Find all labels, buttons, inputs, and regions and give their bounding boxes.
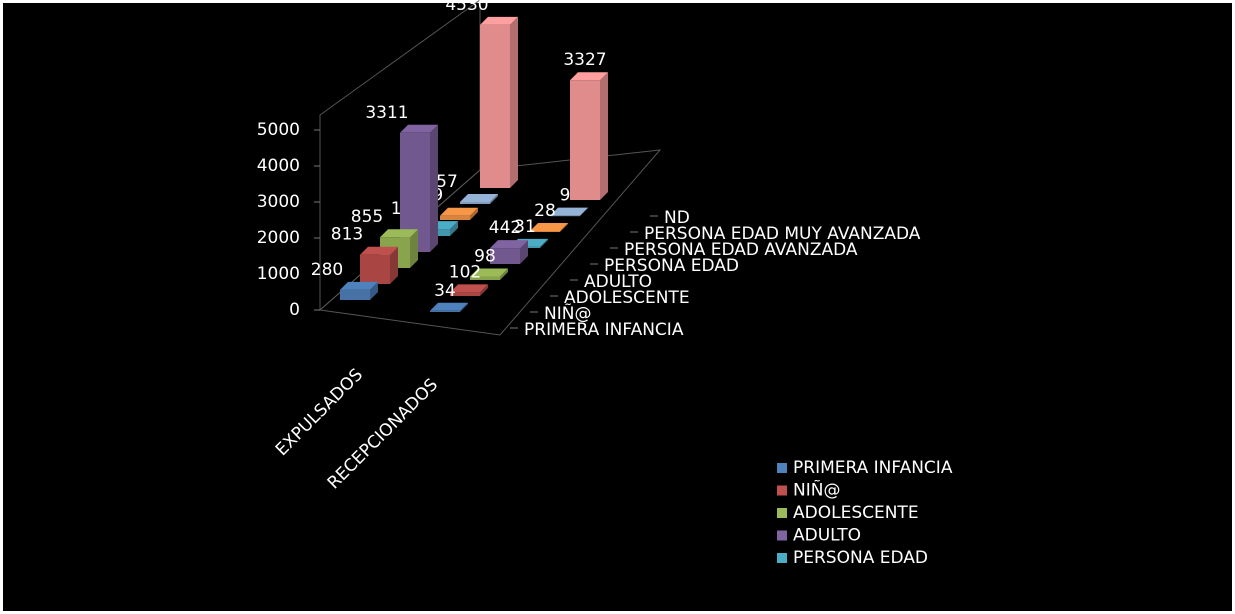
depth-label: ADULTO (584, 272, 652, 292)
bar-side (410, 229, 418, 268)
bar (570, 80, 600, 200)
bar-top (430, 302, 468, 311)
bar-top (440, 207, 478, 216)
bar-side (390, 246, 398, 284)
bar (450, 292, 480, 296)
bar-top (470, 268, 508, 277)
bar-top (380, 229, 418, 238)
y-tick-label: 4000 (257, 156, 300, 176)
bar-side (510, 16, 518, 189)
legend-label: PRIMERA INFANCIA (793, 458, 953, 478)
bar-top (450, 284, 488, 293)
depth-label: PRIMERA INFANCIA (524, 320, 684, 340)
bar-top (480, 16, 518, 25)
bar (440, 215, 470, 220)
depth-label: PERSONA EDAD (604, 256, 739, 276)
legend-swatch (777, 530, 787, 541)
legend-label: NIÑ@ (793, 479, 840, 501)
data-label: 34 (434, 281, 456, 301)
bar-top (400, 124, 438, 133)
bar-side (540, 238, 548, 248)
bar (530, 230, 560, 232)
bar (490, 248, 520, 264)
depth-label: PERSONA EDAD AVANZADA (624, 240, 858, 260)
data-label: 57 (436, 172, 458, 192)
data-label: 442 (489, 218, 521, 238)
legend-label: PERSONA EDAD (793, 548, 928, 568)
data-label: 4530 (445, 0, 488, 15)
bar-top (460, 193, 498, 202)
bar (340, 289, 370, 300)
data-label: 855 (351, 207, 383, 227)
y-tick-label: 0 (289, 300, 300, 320)
bar (460, 201, 490, 204)
background (3, 3, 1232, 611)
bar-top (360, 246, 398, 255)
y-tick-label: 3000 (257, 192, 300, 212)
bar (360, 254, 390, 284)
bar-side (430, 124, 438, 252)
data-label: 813 (331, 225, 363, 245)
legend-swatch (777, 463, 787, 473)
bar-side (450, 221, 458, 236)
legend-swatch (777, 508, 787, 518)
bar-side (560, 222, 568, 232)
data-label: 9 (560, 186, 571, 206)
depth-label: NIÑ@ (544, 302, 591, 324)
bar-side (460, 302, 468, 312)
data-label: 3311 (365, 103, 408, 123)
data-label: 3327 (563, 50, 606, 70)
y-tick-label: 5000 (257, 120, 300, 140)
depth-label: PERSONA EDAD MUY AVANZADA (644, 224, 921, 244)
bar-side (520, 240, 528, 264)
data-label: 280 (311, 260, 343, 280)
bar-top (490, 240, 528, 249)
bar-top (530, 222, 568, 231)
legend-label: ADULTO (793, 526, 861, 546)
bar-side (480, 284, 488, 296)
y-tick-label: 2000 (257, 228, 300, 248)
bar-side (500, 268, 508, 280)
data-label: 28 (534, 201, 556, 221)
data-label: 102 (449, 262, 481, 282)
data-label: 98 (474, 246, 496, 266)
bar (480, 24, 510, 189)
bar-side (470, 207, 478, 220)
depth-label: ND (664, 208, 690, 228)
bar-side (370, 281, 378, 300)
bar-side (580, 207, 588, 216)
bar-top (340, 281, 378, 290)
data-label: 31 (514, 217, 536, 237)
bar-side (600, 72, 608, 200)
y-tick-label: 1000 (257, 264, 300, 284)
legend-swatch (777, 553, 787, 563)
legend-label: ADOLESCENTE (793, 503, 919, 523)
bar (430, 310, 460, 312)
bar-top (570, 72, 608, 81)
legend-swatch (777, 485, 787, 496)
bar-side (490, 193, 498, 204)
depth-label: ADOLESCENTE (564, 288, 690, 308)
bar (470, 276, 500, 280)
bar (550, 215, 580, 217)
bar-top (550, 207, 588, 216)
